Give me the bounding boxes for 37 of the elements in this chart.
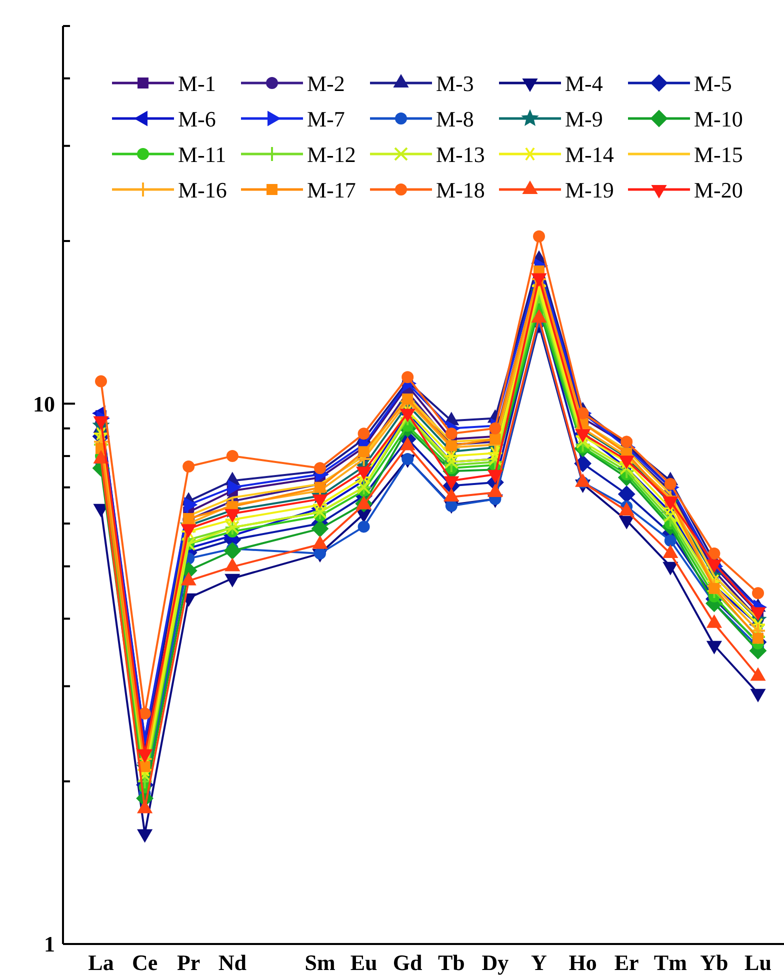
legend-label: M-17 [307,178,356,202]
legend-label: M-6 [178,106,216,132]
x-tick-label: La [88,950,114,975]
legend-label: M-14 [565,142,614,167]
x-tick-label: Eu [350,950,378,975]
legend-label: M-7 [307,106,345,132]
x-tick-label: Lu [744,950,772,975]
legend-label: M-12 [307,142,356,167]
x-tick-label: Pr [177,950,200,975]
legend-label: M-11 [178,142,226,167]
x-tick-label: Tm [654,950,687,975]
legend-label: M-10 [694,106,743,132]
legend-label: M-15 [694,142,743,167]
legend-label: M-9 [565,106,603,132]
legend-label: M-2 [307,71,345,96]
x-tick-label: Yb [700,950,728,975]
x-tick-label: Y [531,950,548,975]
legend-label: M-13 [436,142,485,167]
x-tick-label: Sm [304,950,336,975]
legend-label: M-19 [565,178,614,202]
legend-label: M-16 [178,178,227,202]
legend-label: M-3 [436,71,474,96]
x-tick-label: Ce [132,950,158,975]
legend-label: M-8 [436,106,474,132]
y-tick-label: 10 [33,391,55,416]
legend-label: M-4 [565,71,603,96]
x-tick-label: Ho [568,950,597,975]
legend-label: M-1 [178,71,216,96]
legend-label: M-18 [436,178,485,202]
legend-label: M-20 [694,178,743,202]
x-tick-label: Nd [218,950,246,975]
x-tick-label: Gd [392,950,422,975]
x-tick-label: Er [614,950,640,975]
x-tick-label: Tb [438,950,465,975]
legend-label: M-5 [694,71,732,96]
y-tick-label: 1 [44,932,55,957]
x-tick-label: Dy [482,950,509,975]
